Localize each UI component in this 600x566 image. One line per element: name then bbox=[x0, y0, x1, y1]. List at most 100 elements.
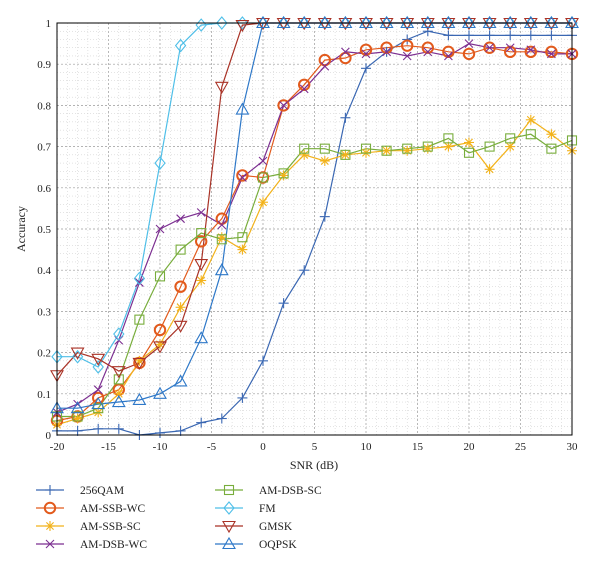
plot-frame bbox=[56, 22, 573, 436]
legend-label: AM-DSB-WC bbox=[80, 539, 147, 551]
data-point-gmsk bbox=[297, 17, 312, 31]
legend-label: GMSK bbox=[259, 521, 293, 533]
legend-item-am-dsb-sc: AM-DSB-SC bbox=[215, 484, 322, 497]
data-point-256qam bbox=[525, 30, 536, 41]
data-point-am-dsb-sc bbox=[113, 374, 124, 385]
data-point-am-dsb-wc bbox=[299, 84, 309, 94]
data-point-am-ssb-wc bbox=[339, 51, 352, 65]
data-point-fm bbox=[71, 349, 84, 364]
data-point-gmsk bbox=[338, 17, 353, 31]
data-point-oqpsk bbox=[400, 15, 415, 29]
data-point-am-ssb-wc bbox=[318, 53, 331, 67]
data-point-am-dsb-wc bbox=[423, 47, 433, 57]
data-point-fm bbox=[133, 271, 146, 286]
data-point-gmsk bbox=[441, 17, 456, 31]
y-tick-label: 0.2 bbox=[37, 348, 51, 360]
data-point-am-ssb-wc bbox=[545, 45, 558, 59]
data-point-gmsk bbox=[153, 341, 167, 354]
data-point-256qam bbox=[258, 355, 268, 366]
data-point-gmsk bbox=[132, 357, 147, 371]
x-axis-label: SNR (dB) bbox=[290, 458, 338, 472]
data-point-am-ssb-sc bbox=[134, 355, 145, 366]
axis-ticks: -20 -15 -10 -5 0 5 10 15 20 25 30 0 0.1 0.2 0.3 0.4 0.5 0… bbox=[37, 18, 578, 453]
legend-item-fm: FM bbox=[215, 501, 276, 515]
data-point-am-dsb-wc bbox=[176, 214, 185, 224]
data-point-am-dsb-sc bbox=[278, 168, 289, 179]
data-point-oqpsk bbox=[132, 392, 147, 406]
data-point-am-ssb-sc bbox=[113, 388, 124, 399]
legend-label: OQPSK bbox=[259, 539, 297, 551]
y-tick-label: 0.4 bbox=[37, 265, 51, 277]
x-tick-label: -15 bbox=[101, 441, 116, 453]
legend-label: AM-SSB-SC bbox=[80, 521, 141, 533]
x-tick-label: -5 bbox=[207, 441, 217, 453]
data-point-am-dsb-sc bbox=[443, 133, 454, 144]
data-point-gmsk bbox=[317, 17, 332, 31]
legend-item-am-ssb-sc: AM-SSB-SC bbox=[36, 521, 141, 533]
data-point-am-dsb-wc bbox=[320, 61, 330, 71]
data-point-am-dsb-wc bbox=[485, 43, 494, 53]
data-point-oqpsk bbox=[194, 331, 209, 344]
data-point-am-dsb-wc bbox=[526, 45, 536, 55]
legend-marker bbox=[45, 485, 55, 495]
data-point-256qam bbox=[505, 30, 516, 41]
legend-label: AM-SSB-WC bbox=[80, 503, 146, 515]
data-point-am-dsb-wc bbox=[341, 47, 350, 57]
data-point-am-dsb-sc bbox=[484, 141, 495, 152]
data-point-gmsk bbox=[482, 17, 497, 31]
data-point-gmsk bbox=[359, 17, 373, 31]
data-point-oqpsk bbox=[317, 15, 332, 29]
data-point-256qam bbox=[113, 423, 124, 434]
data-point-256qam bbox=[299, 265, 310, 276]
y-tick-label: 0.7 bbox=[37, 142, 51, 154]
data-point-256qam bbox=[464, 30, 474, 41]
y-tick-label: 0.1 bbox=[37, 389, 51, 401]
x-tick-label: 0 bbox=[260, 441, 266, 453]
data-point-am-ssb-wc bbox=[215, 212, 229, 225]
legend-item-am-ssb-wc: AM-SSB-WC bbox=[36, 501, 146, 515]
data-point-am-dsb-sc bbox=[196, 228, 207, 239]
data-point-256qam bbox=[216, 413, 227, 424]
data-point-am-dsb-sc bbox=[216, 234, 227, 245]
data-point-am-dsb-sc bbox=[381, 145, 392, 156]
x-tick-label: 30 bbox=[567, 441, 579, 453]
data-point-gmsk bbox=[256, 17, 270, 31]
data-point-fm bbox=[154, 156, 166, 170]
data-point-256qam bbox=[237, 392, 248, 403]
data-point-oqpsk bbox=[91, 396, 106, 410]
data-point-am-ssb-wc bbox=[359, 43, 373, 56]
data-point-gmsk bbox=[111, 366, 126, 379]
data-point-gmsk bbox=[523, 17, 538, 31]
data-point-fm bbox=[174, 38, 187, 53]
data-point-256qam bbox=[361, 63, 371, 74]
data-point-am-dsb-wc bbox=[382, 47, 391, 57]
data-point-am-dsb-sc bbox=[463, 147, 475, 158]
data-point-oqpsk bbox=[503, 15, 518, 29]
data-point-am-dsb-wc bbox=[402, 51, 412, 61]
data-point-oqpsk bbox=[441, 15, 456, 29]
data-point-am-dsb-sc bbox=[360, 143, 372, 154]
data-point-oqpsk bbox=[173, 374, 188, 387]
data-point-am-dsb-sc bbox=[134, 314, 145, 325]
data-point-256qam bbox=[278, 298, 289, 309]
data-point-gmsk bbox=[173, 320, 188, 333]
data-point-am-dsb-wc bbox=[464, 39, 474, 48]
legend-label: FM bbox=[259, 503, 276, 515]
data-point-am-dsb-wc bbox=[238, 173, 247, 182]
data-point-am-dsb-sc bbox=[546, 143, 557, 154]
data-point-am-ssb-wc bbox=[504, 45, 517, 59]
data-point-256qam bbox=[340, 112, 351, 123]
series-line-am-dsb-sc bbox=[57, 133, 573, 418]
y-tick-label: 1 bbox=[46, 18, 52, 30]
data-point-am-dsb-wc bbox=[217, 220, 227, 230]
data-point-am-dsb-wc bbox=[444, 51, 453, 61]
data-point-gmsk bbox=[91, 353, 106, 366]
data-point-256qam bbox=[546, 30, 557, 41]
data-point-am-ssb-sc bbox=[422, 143, 433, 154]
legend-label: AM-DSB-SC bbox=[259, 485, 322, 497]
data-point-am-ssb-wc bbox=[483, 41, 496, 54]
data-point-am-ssb-wc bbox=[153, 323, 167, 337]
data-point-gmsk bbox=[379, 17, 394, 31]
data-point-am-ssb-sc bbox=[72, 413, 83, 424]
